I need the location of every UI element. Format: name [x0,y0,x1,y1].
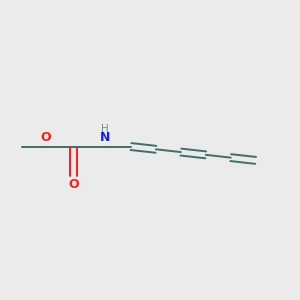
Text: O: O [41,131,51,144]
Text: H: H [101,124,109,134]
Text: O: O [68,178,79,191]
Text: N: N [100,131,110,145]
